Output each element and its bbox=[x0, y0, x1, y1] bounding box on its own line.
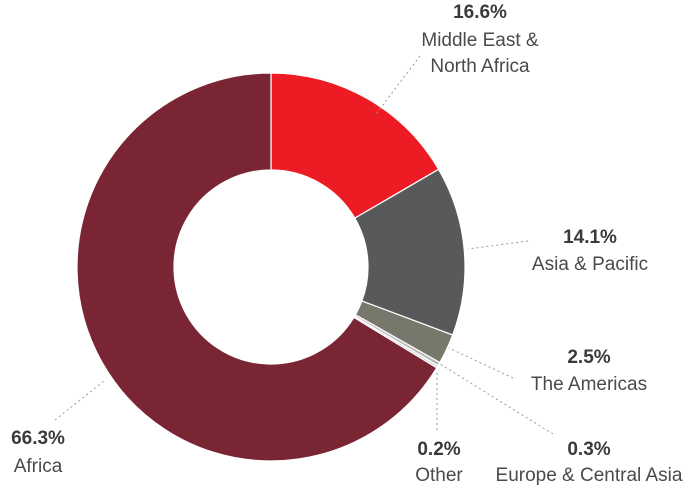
slices bbox=[76, 72, 466, 462]
value-label-middle-east-and-north-africa: 16.6% bbox=[453, 2, 507, 23]
category-label-africa: Africa bbox=[14, 456, 63, 477]
category-label-middle-east-and-north-africa-line-2: North Africa bbox=[430, 56, 530, 77]
category-label-europe-and-central-asia: Europe & Central Asia bbox=[496, 465, 683, 486]
leader-the-americas bbox=[448, 347, 514, 379]
value-label-europe-and-central-asia: 0.3% bbox=[567, 439, 610, 460]
category-label-middle-east-and-north-africa-line-1: Middle East & bbox=[421, 30, 539, 51]
slice-middle-east-and-north-africa bbox=[270, 72, 440, 219]
leader-middle-east-and-north-africa bbox=[375, 55, 421, 115]
leader-lines bbox=[54, 55, 554, 435]
leader-africa bbox=[54, 380, 105, 421]
value-label-africa: 66.3% bbox=[11, 428, 65, 449]
value-label-other: 0.2% bbox=[417, 439, 460, 460]
category-label-asia-and-pacific: Asia & Pacific bbox=[532, 254, 648, 275]
leader-asia-and-pacific bbox=[467, 240, 529, 250]
slice-africa bbox=[76, 72, 438, 462]
leader-europe-and-central-asia bbox=[439, 363, 554, 435]
slice-labels: 16.6% Middle East & North Africa 14.1% Asia … bbox=[11, 2, 683, 486]
category-label-the-americas: The Americas bbox=[531, 374, 647, 395]
category-label-other: Other bbox=[415, 465, 463, 486]
value-label-the-americas: 2.5% bbox=[567, 347, 610, 368]
value-label-asia-and-pacific: 14.1% bbox=[563, 227, 617, 248]
